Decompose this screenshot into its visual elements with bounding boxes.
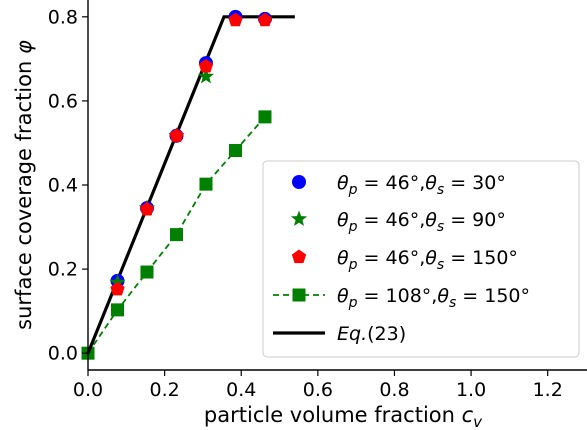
x-tick-label: 0.0 <box>73 379 103 401</box>
data-point-pentagon <box>257 12 273 27</box>
legend-label-suffix: = 30° <box>444 172 506 194</box>
legend-label-sub: s <box>449 295 456 311</box>
y-tick-label: 0.6 <box>48 90 78 112</box>
legend-label-sub: s <box>437 182 444 198</box>
legend-box <box>262 160 580 358</box>
data-point-square <box>258 110 272 124</box>
y-tick-label: 0.2 <box>48 259 78 281</box>
y-tick-label: 0.4 <box>48 175 78 197</box>
x-tick-label: 1.2 <box>533 379 563 401</box>
x-axis-label-text: particle volume fraction <box>204 403 462 427</box>
x-tick-label: 0.4 <box>226 379 256 401</box>
data-point-pentagon <box>169 128 184 142</box>
legend-label-theta: θ <box>425 247 437 269</box>
legend-handle-marker <box>292 175 306 189</box>
legend-label-sub: p <box>348 219 358 235</box>
data-point-pentagon <box>110 281 125 296</box>
y-axis-label: surface coverage fraction φ <box>12 40 36 330</box>
data-point-square <box>199 177 213 191</box>
x-tick-label: 0.6 <box>303 379 333 401</box>
legend-label-rest: (23) <box>367 323 406 345</box>
y-tick-label: 0.0 <box>48 343 78 365</box>
x-tick-label: 0.8 <box>379 379 409 401</box>
legend-label-mid: = 46°, <box>358 209 426 231</box>
y-tick-label: 0.8 <box>48 6 78 28</box>
data-point-square <box>228 144 242 158</box>
y-axis-label-text: surface coverage fraction <box>12 54 36 330</box>
legend-label-sub: s <box>437 257 444 273</box>
legend-label-eq: Eq. <box>337 323 367 345</box>
legend-label-theta: θ <box>425 172 437 194</box>
x-axis-label-symbol: c <box>462 403 474 427</box>
legend-label: θp = 46°,θs = 90° <box>337 209 506 235</box>
x-axis-label: particle volume fraction cv <box>204 403 483 430</box>
legend-label-theta: θ <box>425 209 437 231</box>
legend-label: θp = 46°,θs = 150° <box>337 247 518 273</box>
legend-label: θp = 108°,θs = 150° <box>337 285 530 311</box>
x-tick-label: 1.0 <box>456 379 486 401</box>
legend: θp = 46°,θs = 30°θp = 46°,θs = 90°θp = 4… <box>262 160 580 358</box>
legend-label: Eq.(23) <box>337 323 406 345</box>
axes: 0.0 0.2 0.4 0.6 0.8 1.0 1.20.00.20.40.60.8part… <box>12 0 587 430</box>
legend-label-mid: = 108°, <box>358 285 438 307</box>
data-point-square <box>169 228 183 242</box>
legend-label-suffix: = 150° <box>456 285 530 307</box>
y-axis-label-symbol: φ <box>12 40 36 54</box>
data-point-square <box>110 303 124 317</box>
legend-label-theta: θ <box>437 285 449 307</box>
data-point-star <box>109 274 126 290</box>
legend-label: θp = 46°,θs = 30° <box>337 172 506 198</box>
legend-label-sub: p <box>348 257 358 273</box>
data-point-pentagon <box>198 58 214 73</box>
legend-handle-marker <box>291 249 307 264</box>
legend-handle-marker <box>290 210 308 226</box>
data-point-pentagon <box>139 201 155 216</box>
data-point-star <box>197 68 215 84</box>
plot-area <box>81 9 295 360</box>
legend-label-sub: p <box>348 182 358 198</box>
legend-label-suffix: = 90° <box>444 209 506 231</box>
legend-label-sub: s <box>437 219 444 235</box>
x-axis-label-sub: v <box>473 413 483 430</box>
legend-label-theta: θ <box>337 209 349 231</box>
legend-label-theta: θ <box>337 172 349 194</box>
data-point-pentagon <box>228 12 243 27</box>
legend-label-sub: p <box>348 295 358 311</box>
legend-label-theta: θ <box>337 285 349 307</box>
data-point-square <box>140 265 154 279</box>
legend-label-mid: = 46°, <box>358 247 426 269</box>
x-tick-label: 0.2 <box>150 379 180 401</box>
legend-label-suffix: = 150° <box>444 247 518 269</box>
legend-label-theta: θ <box>337 247 349 269</box>
legend-label-mid: = 46°, <box>358 172 426 194</box>
legend-handle-marker <box>292 288 306 302</box>
